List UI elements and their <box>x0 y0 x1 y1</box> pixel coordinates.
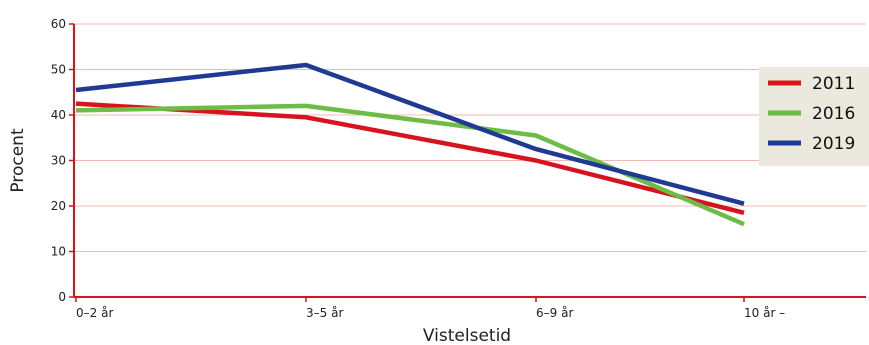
legend-label: 2016 <box>812 104 855 124</box>
x-tick-label: 3–5 år <box>306 306 343 320</box>
legend-label: 2019 <box>812 134 855 154</box>
x-tick-label: 10 år – <box>744 306 785 320</box>
y-tick-label: 60 <box>51 17 66 31</box>
y-tick-label: 40 <box>51 108 66 122</box>
legend-label: 2011 <box>812 74 855 94</box>
x-tick-label: 6–9 år <box>536 306 573 320</box>
series-line-2019 <box>75 62 745 206</box>
y-tick-label: 0 <box>58 290 66 304</box>
y-tick-label: 20 <box>51 199 66 213</box>
series-lines <box>75 62 745 227</box>
x-axis-title: Vistelsetid <box>423 326 511 345</box>
y-axis-ticks: 0 10 20 30 40 50 60 <box>51 17 74 304</box>
grid <box>74 23 866 252</box>
y-tick-label: 30 <box>51 154 66 168</box>
y-tick-label: 50 <box>51 63 66 77</box>
y-axis-title: Procent <box>8 128 28 193</box>
x-axis-ticks: 0–2 år 3–5 år 6–9 år 10 år – <box>75 297 785 320</box>
series-line-2016 <box>75 103 745 227</box>
series-line-2011 <box>75 101 745 215</box>
legend: 2011 2016 2019 <box>759 67 869 166</box>
x-tick-label: 0–2 år <box>76 306 113 320</box>
y-tick-label: 10 <box>51 245 66 259</box>
